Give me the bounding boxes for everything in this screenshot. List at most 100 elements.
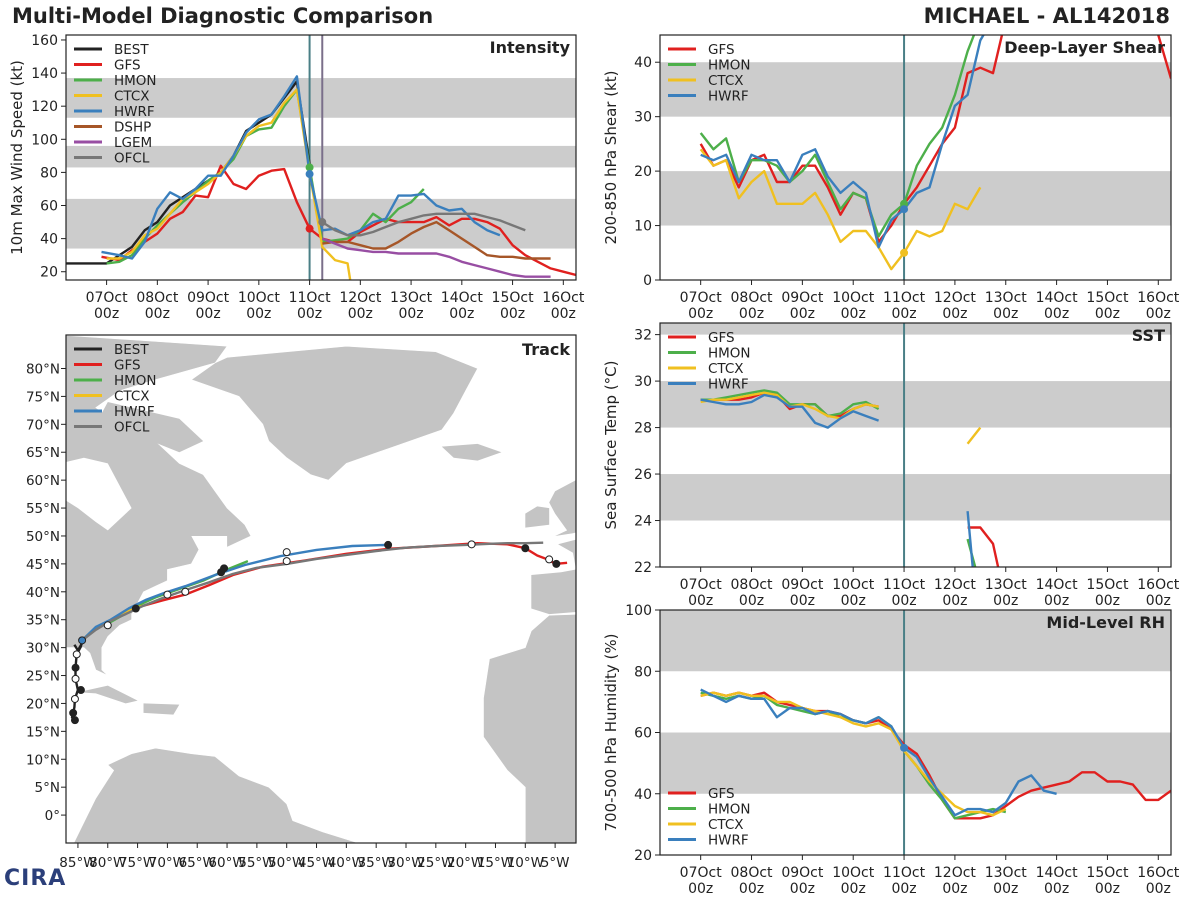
x-tick-label-date: 09Oct [781,577,824,593]
x-tick-label-hour: 00z [891,306,916,322]
plot-frame [65,34,577,281]
marker-gfs [305,224,314,233]
y-tick-label: 60 [634,726,652,742]
x-tick-label-hour: 00z [739,881,764,897]
x-tick-label-date: 08Oct [731,865,774,881]
x-tick-label-date: 11Oct [883,290,926,306]
x-tick-label-hour: 00z [993,306,1018,322]
x-tick-label-date: 07Oct [680,865,723,881]
track-point [71,663,80,672]
lon-tick-label: 55°W [238,855,275,871]
x-tick-label-hour: 00z [942,593,967,609]
track-point [70,694,79,703]
y-tick-label: 100 [31,132,58,148]
lat-tick-label: 20°N [26,696,60,712]
legend-label-ofcl: OFCL [114,151,150,167]
x-tick-label-hour: 00z [688,881,713,897]
legend-label-gfs: GFS [708,42,735,58]
lon-tick-label: 5°W [541,855,570,871]
shading-band [660,610,1171,672]
y-tick-label: 24 [634,514,652,530]
water-gulf-st-lawrence [191,536,228,559]
lon-tick-label: 50°W [268,855,305,871]
track-point [103,621,112,630]
x-tick-label-date: 11Oct [883,577,926,593]
shading-band [660,62,1171,117]
x-tick-label-date: 15Oct [492,290,535,306]
track-point [545,555,554,564]
x-tick-label-hour: 00z [688,593,713,609]
legend-label-hwrf: HWRF [114,104,155,120]
x-tick-label-date: 10Oct [832,865,875,881]
plot-frame [659,322,1172,568]
y-tick-label: 20 [634,848,652,864]
x-tick-label-hour: 00z [297,306,322,322]
land-europe [531,335,576,615]
track-point [76,686,85,695]
marker-ctcx [900,248,909,257]
x-tick-label-hour: 00z [942,306,967,322]
lon-tick-label: 10°W [507,855,544,871]
lat-tick-label: 25°N [26,669,60,685]
map-frame [65,334,577,844]
x-tick-label-hour: 00z [551,306,576,322]
x-tick-label-date: 07Oct [680,577,723,593]
x-tick-label-date: 10Oct [238,290,281,306]
marker-hwrf [900,743,909,752]
x-tick-label-hour: 00z [1044,306,1069,322]
lat-tick-label: 75°N [26,389,60,405]
legend-label-ctcx: CTCX [114,89,150,105]
series-line-ctcx [699,148,982,271]
x-tick-label-date: 13Oct [985,865,1028,881]
track-point [131,604,140,613]
lat-tick-label: 55°N [26,501,60,517]
x-tick-label-date: 09Oct [781,865,824,881]
map-area [66,335,576,843]
series-line-gfs [699,35,1171,244]
track-point [282,548,291,557]
x-tick-label-hour: 00z [942,881,967,897]
marker-hwrf [305,170,314,179]
x-tick-label-date: 16Oct [1137,577,1180,593]
legend-label-hwrf: HWRF [708,89,749,105]
y-axis-label: Sea Surface Temp (°C) [602,360,620,529]
series-line-ctcx [700,691,1007,817]
track-point [467,540,476,549]
lat-tick-label: 10°N [26,752,60,768]
x-tick-label-hour: 00z [1095,881,1120,897]
series-line-hwrf [700,393,880,429]
y-tick-label: 20 [634,164,652,180]
x-tick-label-date: 14Oct [1036,577,1079,593]
x-tick-label-date: 12Oct [934,290,977,306]
lon-tick-label: 40°W [328,855,365,871]
x-tick-label-hour: 00z [841,593,866,609]
lat-tick-label: 60°N [26,473,60,489]
legend-label-best: BEST [114,342,149,358]
x-tick-label-hour: 00z [1146,593,1171,609]
series-line-ctcx [966,426,982,445]
lon-tick-label: 15°W [477,855,514,871]
lat-tick-label: 15°N [26,724,60,740]
legend-label-best: BEST [114,42,149,58]
shading-band [660,323,1171,335]
x-tick-label-date: 10Oct [832,577,875,593]
land-cuba [77,685,138,704]
water-baffin-bay [131,379,257,464]
x-tick-label-date: 16Oct [1137,290,1180,306]
lon-tick-label: 20°W [447,855,484,871]
x-tick-label-date: 16Oct [542,290,585,306]
y-tick-label: 32 [634,328,652,344]
shading-band [660,474,1171,521]
lon-tick-label: 75°W [119,855,156,871]
x-tick-label-date: 13Oct [985,577,1028,593]
x-tick-label-hour: 00z [1146,306,1171,322]
plot-frame [659,34,1172,281]
shear-chart: 01020304007Oct00z08Oct00z09Oct00z10Oct00… [602,34,1180,322]
shading-band [660,171,1171,226]
y-axis-label: 700-500 hPa Humidity (%) [602,633,620,831]
x-tick-label-date: 08Oct [136,290,179,306]
x-tick-label-hour: 00z [841,881,866,897]
x-tick-label-hour: 00z [739,306,764,322]
x-tick-label-hour: 00z [145,306,170,322]
x-tick-label-hour: 00z [449,306,474,322]
